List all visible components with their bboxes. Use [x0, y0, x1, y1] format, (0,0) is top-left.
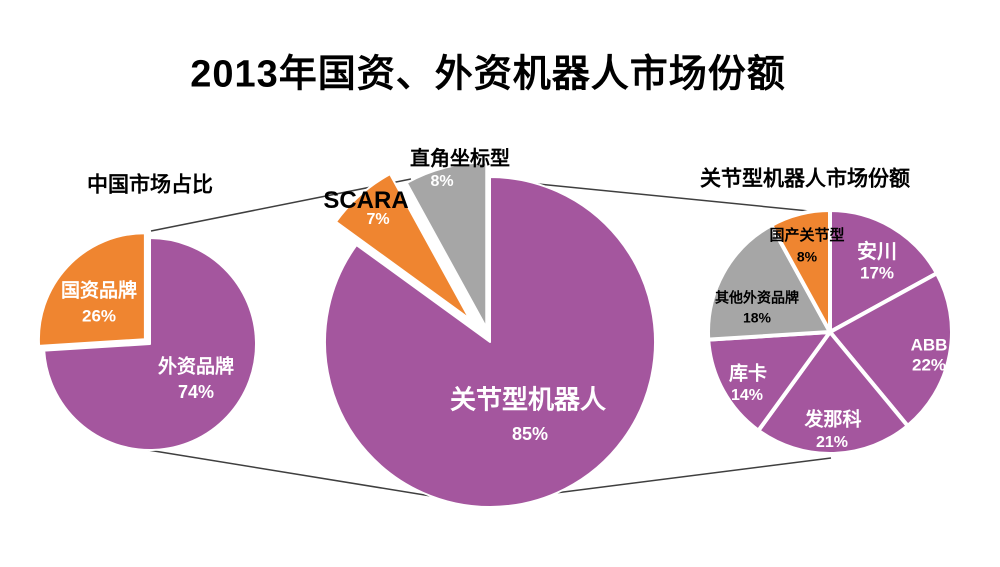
slice-percent-fanuc: 21% — [815, 434, 849, 452]
connector-line — [147, 449, 438, 498]
pie-slice-abb — [828, 271, 954, 428]
slice-label-abb: ABB — [910, 335, 948, 355]
pie-slice-fanuc — [756, 330, 910, 456]
slice-percent-abb: 22% — [911, 355, 947, 375]
slice-percent-scara: 7% — [366, 211, 390, 229]
slice-percent-domestic-brands: 26% — [81, 306, 117, 326]
connector-line — [531, 457, 832, 497]
slice-label-foreign-brands: 外资品牌 — [157, 356, 235, 378]
slice-percent-yaskawa: 17% — [859, 263, 895, 283]
slice-percent-other-foreign-brands: 18% — [742, 309, 772, 326]
slice-percent-foreign-brands: 74% — [177, 382, 215, 403]
pie-slice-yaskawa — [828, 208, 939, 334]
pie-slice-domestic-brands — [37, 232, 146, 347]
slice-label-domestic-brands: 国资品牌 — [60, 280, 138, 302]
pie-title-china-market-share: 中国市场占比 — [87, 173, 213, 197]
slice-percent-domestic-articulated: 8% — [796, 248, 818, 265]
slice-label-yaskawa: 安川 — [857, 241, 897, 263]
pie-slice-foreign-brands — [43, 237, 257, 451]
pie-slice-articulated-robots — [324, 176, 656, 508]
pie-slice-kuka — [706, 330, 832, 433]
pie-slice-scara — [335, 173, 471, 320]
slice-label-scara: SCARA — [323, 186, 409, 214]
slice-percent-articulated-robots: 85% — [511, 424, 549, 445]
slice-percent-kuka: 14% — [730, 387, 764, 405]
pie-slice-cartesian — [405, 161, 488, 329]
slice-label-domestic-articulated: 国产关节型 — [769, 226, 845, 244]
pie-title-articulated-robot-market-share: 关节型机器人市场份额 — [700, 167, 910, 191]
slice-label-kuka: 库卡 — [728, 363, 768, 385]
slice-label-other-foreign-brands: 其他外资品牌 — [715, 289, 799, 306]
slice-percent-cartesian: 8% — [430, 173, 454, 191]
slice-label-fanuc: 发那科 — [804, 409, 862, 431]
pie-slice-domestic-articulated — [769, 208, 832, 334]
slice-label-cartesian: 直角坐标型 — [410, 148, 510, 170]
pie-slice-other-foreign-brands — [706, 223, 832, 342]
connector-line — [527, 182, 830, 214]
slice-label-articulated-robots: 关节型机器人 — [449, 384, 607, 415]
main-title: 2013年国资、外资机器人市场份额 — [190, 53, 786, 96]
